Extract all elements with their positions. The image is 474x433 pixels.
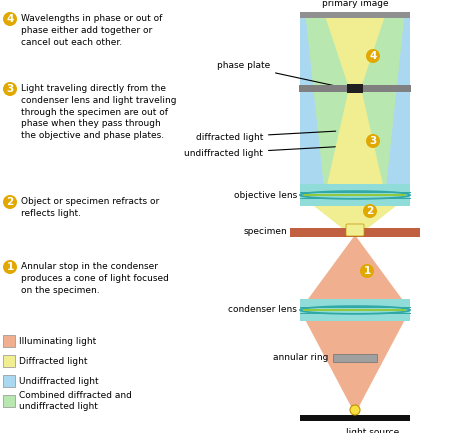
Text: phase plate: phase plate xyxy=(217,61,342,87)
Text: 3: 3 xyxy=(6,84,14,94)
Text: diffracted light: diffracted light xyxy=(196,131,336,142)
Bar xyxy=(333,354,377,362)
Text: Illuminating light: Illuminating light xyxy=(19,336,96,346)
Text: Annular stop in the condenser
produces a cone of light focused
on the specimen.: Annular stop in the condenser produces a… xyxy=(21,262,169,294)
Circle shape xyxy=(3,260,17,274)
Text: Wavelengths in phase or out of
phase either add together or
cancel out each othe: Wavelengths in phase or out of phase eit… xyxy=(21,14,163,47)
Polygon shape xyxy=(300,306,410,314)
Polygon shape xyxy=(306,15,404,195)
Bar xyxy=(290,227,420,236)
Polygon shape xyxy=(300,191,410,199)
Circle shape xyxy=(366,49,380,63)
Bar xyxy=(3,355,15,367)
Text: 3: 3 xyxy=(369,136,377,146)
Polygon shape xyxy=(300,15,410,195)
Text: 4: 4 xyxy=(6,14,14,24)
Circle shape xyxy=(366,134,380,148)
Text: 2: 2 xyxy=(6,197,14,207)
Circle shape xyxy=(3,195,17,209)
Text: 1: 1 xyxy=(364,266,371,276)
Circle shape xyxy=(3,82,17,96)
Text: undiffracted light: undiffracted light xyxy=(184,146,346,158)
Text: light source: light source xyxy=(346,428,400,433)
Polygon shape xyxy=(325,88,385,195)
Bar xyxy=(300,415,410,421)
Bar xyxy=(3,375,15,387)
Text: annular ring: annular ring xyxy=(273,353,328,362)
Bar xyxy=(3,395,15,407)
Polygon shape xyxy=(300,235,410,414)
Circle shape xyxy=(363,204,377,218)
Bar xyxy=(3,335,15,347)
Text: Light traveling directly from the
condenser lens and light traveling
through the: Light traveling directly from the conden… xyxy=(21,84,176,140)
Circle shape xyxy=(360,264,374,278)
Polygon shape xyxy=(325,88,385,195)
FancyBboxPatch shape xyxy=(346,224,364,236)
Text: Object or specimen refracts or
reflects light.: Object or specimen refracts or reflects … xyxy=(21,197,159,218)
Bar xyxy=(300,12,410,18)
Text: Undiffracted light: Undiffracted light xyxy=(19,377,99,385)
Text: primary image: primary image xyxy=(322,0,388,8)
Text: Combined diffracted and
undiffracted light: Combined diffracted and undiffracted lig… xyxy=(19,391,132,410)
Text: Diffracted light: Diffracted light xyxy=(19,356,88,365)
Text: 4: 4 xyxy=(369,51,377,61)
Bar xyxy=(347,84,363,93)
Circle shape xyxy=(350,405,360,415)
Polygon shape xyxy=(325,15,385,88)
Polygon shape xyxy=(300,195,410,232)
Text: 1: 1 xyxy=(6,262,14,272)
Bar xyxy=(300,184,410,206)
Circle shape xyxy=(3,12,17,26)
Text: objective lens: objective lens xyxy=(234,191,297,200)
Bar xyxy=(300,299,410,321)
Text: 2: 2 xyxy=(366,206,374,216)
Bar xyxy=(299,84,411,91)
Text: condenser lens: condenser lens xyxy=(228,306,297,314)
Text: specimen: specimen xyxy=(243,227,287,236)
